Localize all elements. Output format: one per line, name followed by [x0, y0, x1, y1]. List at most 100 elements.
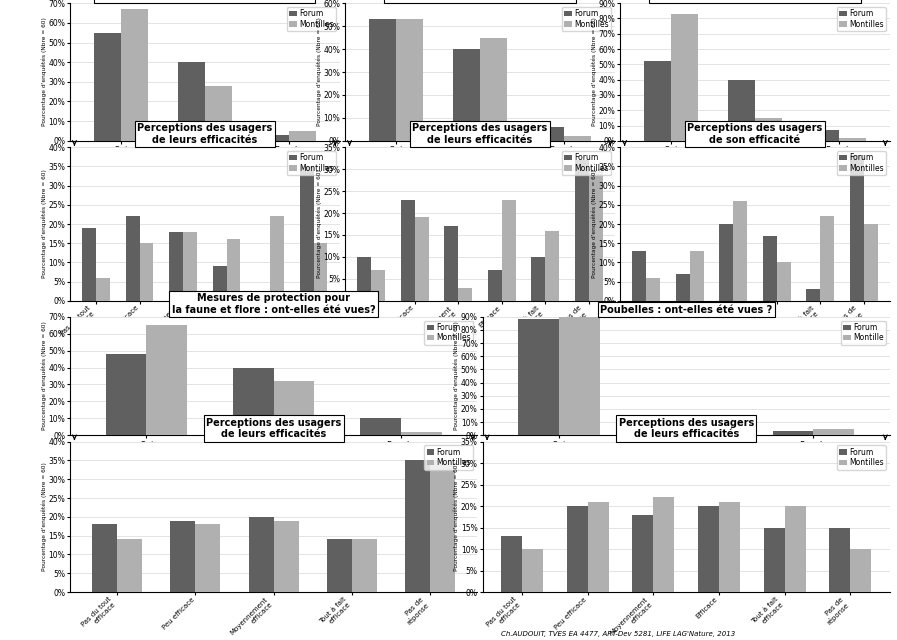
Bar — [274, 381, 314, 435]
Bar — [719, 502, 740, 592]
Bar — [369, 19, 396, 141]
Bar — [690, 251, 703, 301]
Bar — [671, 14, 698, 141]
Title: Equipements de canalisation
Chemins balisés : ont-ils été vus ?: Equipements de canalisation Chemins bali… — [386, 0, 574, 1]
Y-axis label: Pourcentage d'enquêtés (Nbre = 60): Pourcentage d'enquêtés (Nbre = 60) — [591, 17, 597, 127]
Legend: Forum, Montilles: Forum, Montilles — [837, 151, 886, 175]
Legend: Forum, Montilles: Forum, Montilles — [837, 445, 886, 470]
Legend: Forum, Montilles: Forum, Montilles — [287, 7, 335, 31]
Bar — [644, 61, 671, 141]
Bar — [728, 79, 755, 141]
Bar — [205, 86, 231, 141]
Bar — [431, 460, 456, 592]
Title: Perceptions des usagers
de leurs efficacités: Perceptions des usagers de leurs efficac… — [206, 418, 341, 440]
Bar — [632, 515, 653, 592]
Bar — [91, 524, 117, 592]
Bar — [248, 517, 274, 592]
Bar — [227, 239, 240, 301]
Bar — [117, 540, 142, 592]
Bar — [170, 232, 183, 301]
Bar — [719, 224, 733, 301]
Legend: Forum, Montilles: Forum, Montilles — [424, 445, 474, 470]
Bar — [763, 527, 785, 592]
Legend: Forum, Montille: Forum, Montille — [840, 321, 886, 345]
Bar — [83, 228, 96, 301]
Legend: Forum, Montilles: Forum, Montilles — [837, 7, 886, 31]
Bar — [588, 502, 609, 592]
Bar — [522, 549, 543, 592]
Bar — [575, 161, 588, 301]
Bar — [559, 317, 600, 435]
Y-axis label: Pourcentage d'enquêtés (Nbre = 60): Pourcentage d'enquêtés (Nbre = 60) — [41, 462, 47, 572]
Bar — [106, 354, 146, 435]
Legend: Forum, Montilles: Forum, Montilles — [562, 151, 611, 175]
Bar — [196, 524, 221, 592]
Bar — [777, 262, 790, 301]
Title: Perceptions des usagers
de leurs efficacités: Perceptions des usagers de leurs efficac… — [413, 124, 547, 145]
Bar — [371, 270, 385, 301]
Bar — [401, 200, 414, 301]
Bar — [531, 257, 545, 301]
Bar — [300, 166, 314, 301]
Bar — [564, 136, 591, 141]
Y-axis label: Pourcentage d'enquêtés (Nbre = 60): Pourcentage d'enquêtés (Nbre = 60) — [454, 321, 459, 431]
Bar — [274, 520, 299, 592]
Title: Mesures de protection pour
la faune et flore : ont-elles été vues?: Mesures de protection pour la faune et f… — [171, 293, 376, 315]
Bar — [814, 429, 854, 435]
Bar — [785, 506, 806, 592]
Bar — [830, 527, 850, 592]
Bar — [213, 266, 227, 301]
Bar — [140, 243, 153, 301]
Bar — [675, 274, 690, 301]
Bar — [537, 127, 564, 141]
Bar — [840, 138, 867, 141]
Y-axis label: Pourcentage d'enquêtés (Nbre = 60): Pourcentage d'enquêtés (Nbre = 60) — [591, 170, 597, 278]
Bar — [352, 540, 377, 592]
Bar — [864, 224, 877, 301]
Bar — [257, 293, 270, 301]
Bar — [646, 425, 686, 435]
Bar — [262, 135, 289, 141]
Legend: Forum, Montilles: Forum, Montilles — [424, 321, 474, 345]
Bar — [120, 9, 147, 141]
Bar — [360, 419, 401, 435]
Bar — [501, 200, 516, 301]
Y-axis label: Pourcentage d'enquêtés (Nbre = 60): Pourcentage d'enquêtés (Nbre = 60) — [454, 462, 459, 572]
Bar — [545, 230, 559, 301]
Y-axis label: Pourcentage d'enquêtés (Nbre = 60): Pourcentage d'enquêtés (Nbre = 60) — [41, 321, 47, 431]
Bar — [314, 243, 327, 301]
Title: Protection dunaire : a-t-elle été vue ?: Protection dunaire : a-t-elle été vue ? — [651, 0, 858, 1]
Legend: Forum, Montilles: Forum, Montilles — [287, 151, 335, 175]
Bar — [327, 540, 352, 592]
Bar — [820, 216, 834, 301]
Bar — [698, 506, 719, 592]
Bar — [170, 520, 196, 592]
Bar — [850, 549, 871, 592]
Bar — [414, 218, 429, 301]
Bar — [178, 62, 205, 141]
Bar — [501, 536, 522, 592]
Y-axis label: Pourcentage d'enquêtés (Nbre = 60): Pourcentage d'enquêtés (Nbre = 60) — [317, 17, 322, 127]
Bar — [444, 226, 458, 301]
Bar — [396, 19, 422, 141]
Legend: Forum, Montilles: Forum, Montilles — [562, 7, 611, 31]
Bar — [567, 506, 588, 592]
Bar — [183, 232, 197, 301]
Y-axis label: Pourcentage d'enquêtés (Nbre = 60): Pourcentage d'enquêtés (Nbre = 60) — [41, 17, 47, 127]
Bar — [653, 497, 675, 592]
Title: Perceptions des usagers
de leurs efficacités: Perceptions des usagers de leurs efficac… — [137, 124, 273, 145]
Text: Ch.AUDOUIT, TVES EA 4477, ART-Dev 5281, LIFE LAG'Nature, 2013: Ch.AUDOUIT, TVES EA 4477, ART-Dev 5281, … — [501, 630, 736, 637]
Bar — [762, 236, 777, 301]
Bar — [588, 169, 603, 301]
Bar — [488, 270, 501, 301]
Bar — [405, 460, 431, 592]
Bar — [453, 49, 480, 141]
Bar — [733, 201, 747, 301]
Bar — [96, 278, 110, 301]
Bar — [518, 319, 559, 435]
Bar — [289, 131, 316, 141]
Bar — [93, 33, 120, 141]
Bar — [686, 429, 727, 435]
Title: Perceptions des usagers
de son efficacité: Perceptions des usagers de son efficacit… — [687, 124, 823, 145]
Bar — [646, 278, 660, 301]
